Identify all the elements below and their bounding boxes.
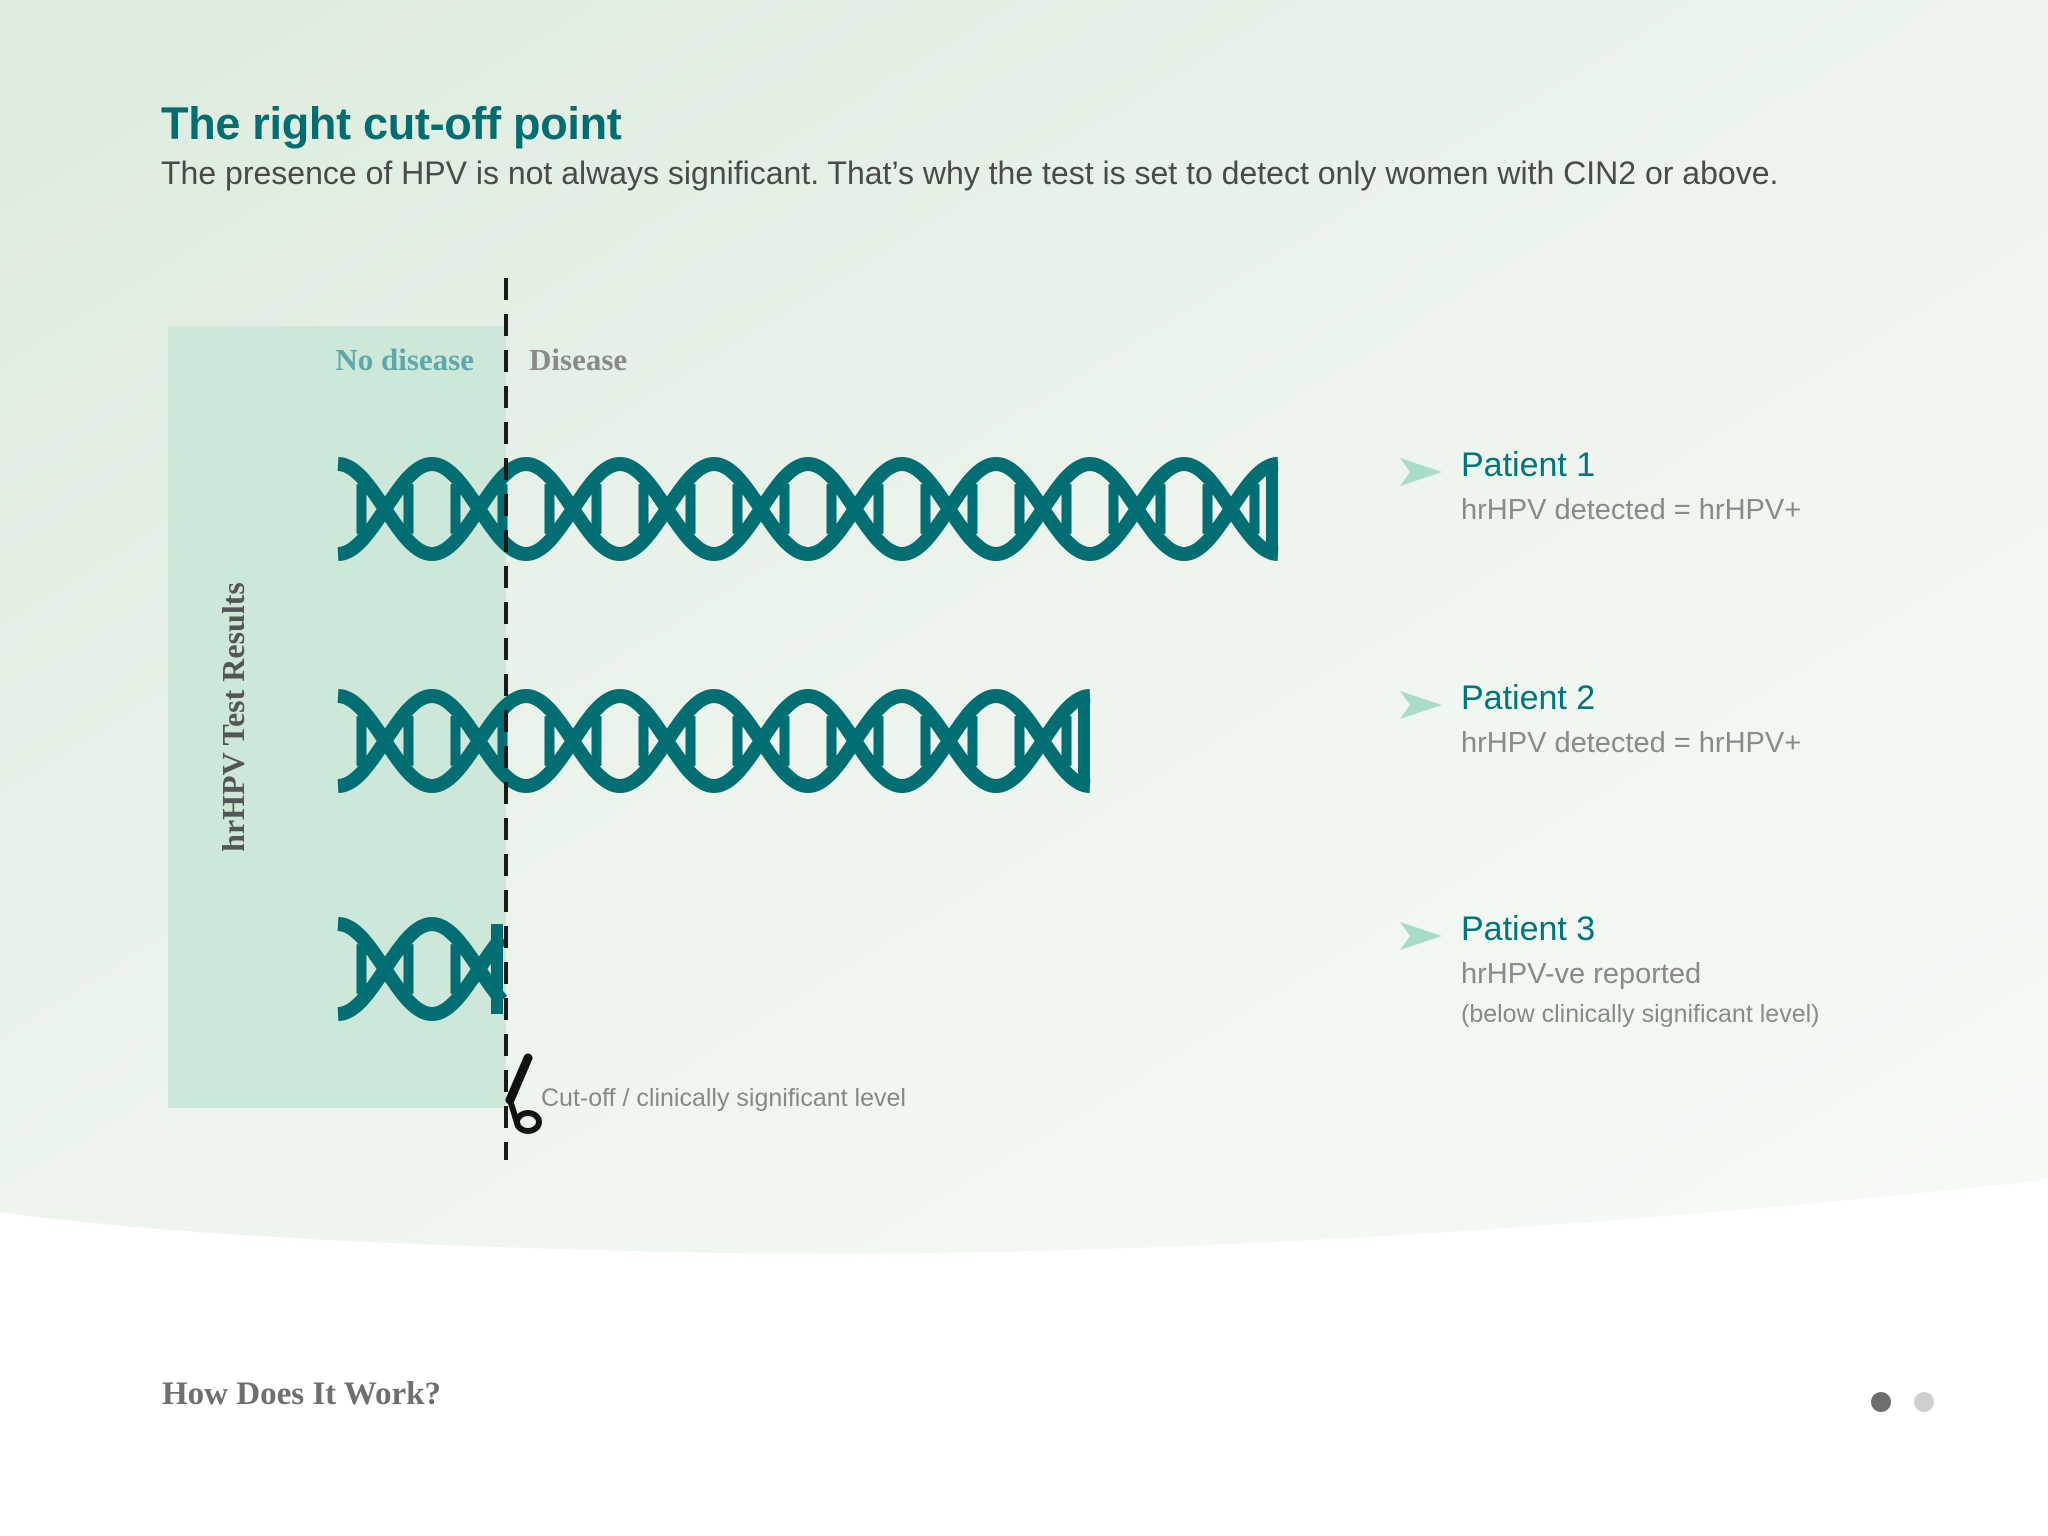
page-subtitle: The presence of HPV is not always signif… [161,155,1779,191]
patient-name: Patient 3 [1461,910,1596,948]
dna-helix-icon [337,456,1279,562]
arrow-icon [1400,922,1442,950]
axis-label: hrHPV Test Results [215,582,251,852]
patient-result: hrHPV detected = hrHPV+ [1461,727,1802,759]
dna-helix-icon [337,688,1091,794]
page-dot[interactable] [1914,1392,1934,1412]
section-title: How Does It Work? [162,1376,441,1412]
arrow-icon [1400,691,1442,719]
patient-result: hrHPV-ve reported [1461,958,1702,990]
dna-group [337,456,1279,1022]
scissors-icon [505,1053,542,1134]
cutoff-label: Cut-off / clinically significant level [541,1084,906,1112]
patient-name: Patient 2 [1461,679,1596,717]
dna-helix-icon [337,916,508,1022]
page-title: The right cut-off point [161,98,622,149]
arrow-icon [1400,458,1442,486]
no-disease-zone [168,326,506,1108]
pagination [1871,1392,1941,1414]
page-dot-active[interactable] [1871,1392,1891,1412]
no-disease-label: No disease [335,342,474,377]
patient-result: hrHPV detected = hrHPV+ [1461,494,1802,526]
patient-note: (below clinically significant level) [1461,1000,1820,1028]
disease-label: Disease [529,342,627,377]
patient-name: Patient 1 [1461,446,1596,484]
